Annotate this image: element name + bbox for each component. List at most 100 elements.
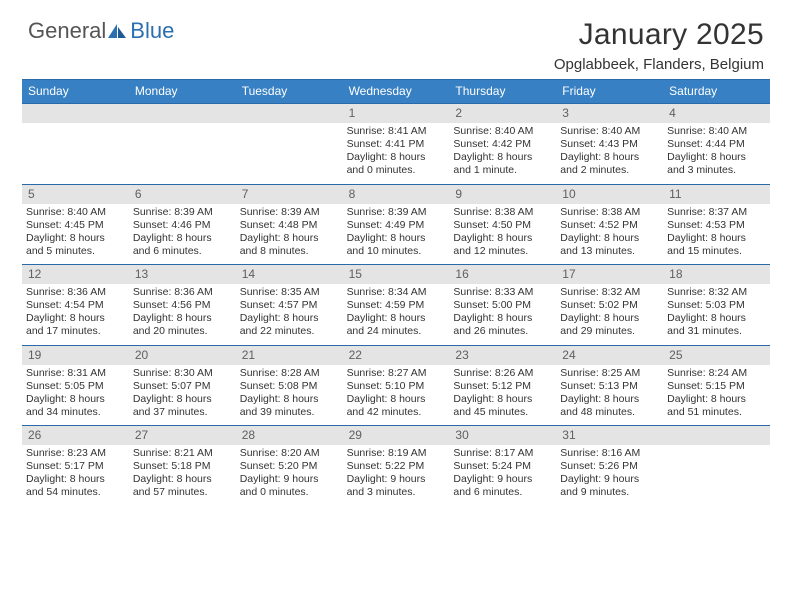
brand-logo: General Blue bbox=[28, 18, 174, 44]
sunset-text: Sunset: 4:42 PM bbox=[453, 138, 552, 151]
sunrise-text: Sunrise: 8:36 AM bbox=[26, 286, 125, 299]
day-cell: 10Sunrise: 8:38 AMSunset: 4:52 PMDayligh… bbox=[556, 185, 663, 265]
day-cell: 3Sunrise: 8:40 AMSunset: 4:43 PMDaylight… bbox=[556, 104, 663, 184]
weekday-label: Sunday bbox=[22, 80, 129, 103]
sunset-text: Sunset: 4:46 PM bbox=[133, 219, 232, 232]
brand-sail-icon bbox=[106, 22, 128, 40]
daylight-text: Daylight: 8 hours and 48 minutes. bbox=[560, 393, 659, 419]
page-header: General Blue January 2025 Opglabbeek, Fl… bbox=[0, 0, 792, 79]
daylight-text: Daylight: 8 hours and 34 minutes. bbox=[26, 393, 125, 419]
day-info bbox=[22, 123, 129, 131]
day-cell: 1Sunrise: 8:41 AMSunset: 4:41 PMDaylight… bbox=[343, 104, 450, 184]
day-number: 14 bbox=[236, 265, 343, 284]
day-number: 7 bbox=[236, 185, 343, 204]
day-cell: . bbox=[22, 104, 129, 184]
daylight-text: Daylight: 8 hours and 51 minutes. bbox=[667, 393, 766, 419]
daylight-text: Daylight: 8 hours and 54 minutes. bbox=[26, 473, 125, 499]
day-info: Sunrise: 8:40 AMSunset: 4:45 PMDaylight:… bbox=[22, 204, 129, 265]
sunset-text: Sunset: 5:12 PM bbox=[453, 380, 552, 393]
sunrise-text: Sunrise: 8:41 AM bbox=[347, 125, 446, 138]
weekday-label: Tuesday bbox=[236, 80, 343, 103]
sunrise-text: Sunrise: 8:37 AM bbox=[667, 206, 766, 219]
day-info: Sunrise: 8:41 AMSunset: 4:41 PMDaylight:… bbox=[343, 123, 450, 184]
sunrise-text: Sunrise: 8:32 AM bbox=[560, 286, 659, 299]
weekday-label: Friday bbox=[556, 80, 663, 103]
day-info: Sunrise: 8:36 AMSunset: 4:56 PMDaylight:… bbox=[129, 284, 236, 345]
day-info: Sunrise: 8:24 AMSunset: 5:15 PMDaylight:… bbox=[663, 365, 770, 426]
day-cell: 2Sunrise: 8:40 AMSunset: 4:42 PMDaylight… bbox=[449, 104, 556, 184]
daylight-text: Daylight: 9 hours and 6 minutes. bbox=[453, 473, 552, 499]
calendar-body: ...1Sunrise: 8:41 AMSunset: 4:41 PMDayli… bbox=[22, 103, 770, 506]
day-number: 17 bbox=[556, 265, 663, 284]
sunset-text: Sunset: 4:59 PM bbox=[347, 299, 446, 312]
day-number: 26 bbox=[22, 426, 129, 445]
calendar: SundayMondayTuesdayWednesdayThursdayFrid… bbox=[0, 79, 792, 506]
day-cell: . bbox=[663, 426, 770, 506]
day-number: 22 bbox=[343, 346, 450, 365]
day-number: 29 bbox=[343, 426, 450, 445]
day-number: 31 bbox=[556, 426, 663, 445]
day-cell: . bbox=[236, 104, 343, 184]
brand-text-blue: Blue bbox=[130, 18, 174, 44]
sunset-text: Sunset: 5:20 PM bbox=[240, 460, 339, 473]
day-info: Sunrise: 8:40 AMSunset: 4:44 PMDaylight:… bbox=[663, 123, 770, 184]
weekday-label: Thursday bbox=[449, 80, 556, 103]
sunrise-text: Sunrise: 8:38 AM bbox=[453, 206, 552, 219]
day-info: Sunrise: 8:16 AMSunset: 5:26 PMDaylight:… bbox=[556, 445, 663, 506]
sunrise-text: Sunrise: 8:33 AM bbox=[453, 286, 552, 299]
day-cell: . bbox=[129, 104, 236, 184]
sunset-text: Sunset: 5:07 PM bbox=[133, 380, 232, 393]
day-number: 9 bbox=[449, 185, 556, 204]
daylight-text: Daylight: 8 hours and 13 minutes. bbox=[560, 232, 659, 258]
weekday-label: Saturday bbox=[663, 80, 770, 103]
day-cell: 26Sunrise: 8:23 AMSunset: 5:17 PMDayligh… bbox=[22, 426, 129, 506]
sunrise-text: Sunrise: 8:25 AM bbox=[560, 367, 659, 380]
day-info: Sunrise: 8:39 AMSunset: 4:48 PMDaylight:… bbox=[236, 204, 343, 265]
sunset-text: Sunset: 5:17 PM bbox=[26, 460, 125, 473]
sunset-text: Sunset: 4:49 PM bbox=[347, 219, 446, 232]
day-info: Sunrise: 8:39 AMSunset: 4:46 PMDaylight:… bbox=[129, 204, 236, 265]
day-cell: 8Sunrise: 8:39 AMSunset: 4:49 PMDaylight… bbox=[343, 185, 450, 265]
day-cell: 31Sunrise: 8:16 AMSunset: 5:26 PMDayligh… bbox=[556, 426, 663, 506]
month-title: January 2025 bbox=[554, 18, 764, 52]
daylight-text: Daylight: 8 hours and 0 minutes. bbox=[347, 151, 446, 177]
sunset-text: Sunset: 5:24 PM bbox=[453, 460, 552, 473]
day-cell: 28Sunrise: 8:20 AMSunset: 5:20 PMDayligh… bbox=[236, 426, 343, 506]
daylight-text: Daylight: 8 hours and 6 minutes. bbox=[133, 232, 232, 258]
sunrise-text: Sunrise: 8:38 AM bbox=[560, 206, 659, 219]
daylight-text: Daylight: 8 hours and 42 minutes. bbox=[347, 393, 446, 419]
day-number: 3 bbox=[556, 104, 663, 123]
sunset-text: Sunset: 5:15 PM bbox=[667, 380, 766, 393]
sunrise-text: Sunrise: 8:20 AM bbox=[240, 447, 339, 460]
sunset-text: Sunset: 5:13 PM bbox=[560, 380, 659, 393]
day-info bbox=[129, 123, 236, 131]
day-info: Sunrise: 8:37 AMSunset: 4:53 PMDaylight:… bbox=[663, 204, 770, 265]
sunrise-text: Sunrise: 8:39 AM bbox=[133, 206, 232, 219]
sunset-text: Sunset: 5:03 PM bbox=[667, 299, 766, 312]
day-info bbox=[236, 123, 343, 131]
day-info: Sunrise: 8:23 AMSunset: 5:17 PMDaylight:… bbox=[22, 445, 129, 506]
day-cell: 6Sunrise: 8:39 AMSunset: 4:46 PMDaylight… bbox=[129, 185, 236, 265]
sunset-text: Sunset: 5:08 PM bbox=[240, 380, 339, 393]
day-number: 20 bbox=[129, 346, 236, 365]
location-subtitle: Opglabbeek, Flanders, Belgium bbox=[554, 56, 764, 73]
sunset-text: Sunset: 4:50 PM bbox=[453, 219, 552, 232]
sunset-text: Sunset: 4:57 PM bbox=[240, 299, 339, 312]
day-cell: 20Sunrise: 8:30 AMSunset: 5:07 PMDayligh… bbox=[129, 346, 236, 426]
day-cell: 21Sunrise: 8:28 AMSunset: 5:08 PMDayligh… bbox=[236, 346, 343, 426]
day-cell: 19Sunrise: 8:31 AMSunset: 5:05 PMDayligh… bbox=[22, 346, 129, 426]
sunset-text: Sunset: 4:48 PM bbox=[240, 219, 339, 232]
day-number: 21 bbox=[236, 346, 343, 365]
day-cell: 27Sunrise: 8:21 AMSunset: 5:18 PMDayligh… bbox=[129, 426, 236, 506]
day-number: 1 bbox=[343, 104, 450, 123]
day-cell: 5Sunrise: 8:40 AMSunset: 4:45 PMDaylight… bbox=[22, 185, 129, 265]
day-number: 12 bbox=[22, 265, 129, 284]
sunset-text: Sunset: 4:41 PM bbox=[347, 138, 446, 151]
sunrise-text: Sunrise: 8:36 AM bbox=[133, 286, 232, 299]
sunset-text: Sunset: 5:02 PM bbox=[560, 299, 659, 312]
day-number: . bbox=[663, 426, 770, 445]
day-info: Sunrise: 8:26 AMSunset: 5:12 PMDaylight:… bbox=[449, 365, 556, 426]
day-number: 30 bbox=[449, 426, 556, 445]
day-info: Sunrise: 8:17 AMSunset: 5:24 PMDaylight:… bbox=[449, 445, 556, 506]
day-info: Sunrise: 8:27 AMSunset: 5:10 PMDaylight:… bbox=[343, 365, 450, 426]
